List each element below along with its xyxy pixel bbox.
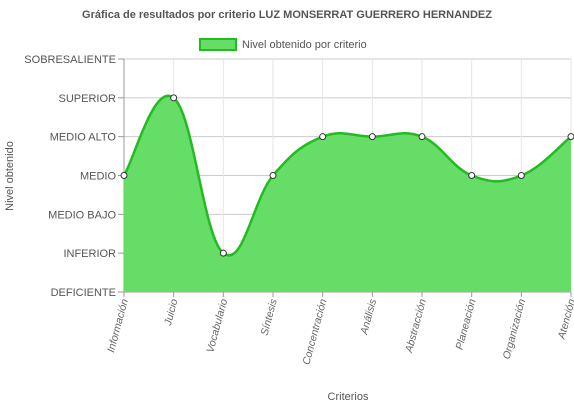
y-tick-label: DEFICIENTE xyxy=(51,287,116,299)
series-area xyxy=(122,94,572,292)
data-point[interactable] xyxy=(219,249,227,257)
data-point[interactable] xyxy=(319,133,327,141)
chart-title: Gráfica de resultados por criterio LUZ M… xyxy=(82,9,492,21)
y-tick-label: INFERIOR xyxy=(63,248,116,260)
data-point[interactable] xyxy=(120,172,128,179)
series-area-fill xyxy=(124,95,571,292)
x-tick-label: Abstracción xyxy=(403,298,429,355)
x-tick-label: Atención xyxy=(555,298,574,342)
legend-swatch xyxy=(199,38,237,51)
y-tick-label: MEDIO BAJO xyxy=(48,209,116,221)
data-point[interactable] xyxy=(269,172,277,179)
y-tick-label: MEDIO ALTO xyxy=(50,132,117,144)
x-tick-label: Información xyxy=(105,298,131,354)
data-point[interactable] xyxy=(170,94,178,102)
x-axis-ticks: Información Juicio Vocabulario Síntesis Conc… xyxy=(105,297,574,366)
x-tick-label: Concentración xyxy=(300,298,329,367)
data-point[interactable] xyxy=(517,172,525,179)
data-point[interactable] xyxy=(368,133,376,141)
legend[interactable]: Nivel obtenido por criterio xyxy=(199,38,367,51)
series-points xyxy=(120,94,574,257)
x-tick-label: Planeación xyxy=(454,298,479,351)
y-axis-ticks: DEFICIENTE INFERIOR MEDIO BAJO MEDIO MEDIO A… xyxy=(24,54,116,299)
data-point[interactable] xyxy=(418,133,426,141)
x-tick-label: Organización xyxy=(501,298,529,361)
x-axis-label: Criterios xyxy=(328,391,369,403)
y-axis-label: Nivel obtenido xyxy=(4,141,16,211)
legend-label: Nivel obtenido por criterio xyxy=(242,39,367,51)
y-tick-label: MEDIO xyxy=(80,171,117,183)
x-tick-label: Análisis xyxy=(358,297,379,337)
y-tick-label: SOBRESALIENTE xyxy=(24,54,116,66)
data-point[interactable] xyxy=(567,133,574,141)
x-tick-label: Juicio xyxy=(162,298,181,328)
data-point[interactable] xyxy=(468,172,476,179)
x-tick-label: Vocabulario xyxy=(204,298,230,354)
y-tick-label: SUPERIOR xyxy=(59,93,117,105)
x-tick-label: Síntesis xyxy=(259,297,280,337)
